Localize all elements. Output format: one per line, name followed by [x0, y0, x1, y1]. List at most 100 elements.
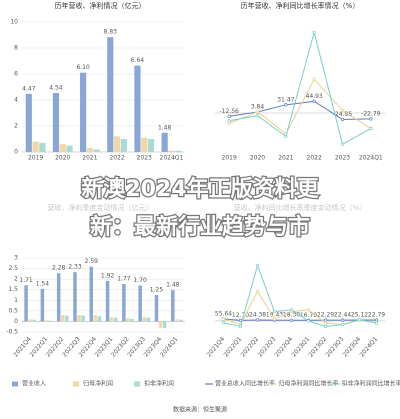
bar: [147, 139, 155, 152]
bar: [59, 144, 66, 152]
x-tick-label: 2023: [335, 155, 350, 162]
legend-label: 营业收入: [22, 380, 46, 388]
legend-label: 归母净利润: [83, 380, 113, 388]
banner-line: 新：最新行业趋势与市: [90, 214, 310, 240]
legend-swatch: [134, 381, 140, 387]
value-label: 1.48: [166, 282, 180, 289]
bar: [107, 37, 114, 152]
bar: [141, 137, 148, 152]
y-tick-label: 0: [14, 318, 18, 325]
bar: [28, 319, 32, 322]
bar: [86, 148, 94, 152]
value-label: 1.92: [101, 272, 115, 279]
x-tick-label: 2020: [250, 155, 265, 162]
point: [272, 317, 277, 321]
bar: [97, 316, 102, 322]
value-label: -22.79: [361, 110, 381, 117]
value-label: 2.28: [52, 265, 66, 272]
legend-label: 归母净利润同比增长率: [278, 380, 338, 388]
value-label: 44.93: [306, 93, 323, 100]
bar: [73, 272, 77, 322]
x-tick-label: 2021: [278, 155, 293, 162]
legend-swatch: [73, 381, 79, 387]
point: [255, 318, 260, 322]
value-label: -12.56: [219, 108, 239, 115]
x-tick-label: 2021: [82, 155, 97, 162]
point: [357, 318, 362, 322]
point: [255, 110, 260, 114]
value-label: 16.79: [300, 312, 317, 319]
point: [272, 310, 277, 314]
point: [312, 30, 316, 35]
point: [323, 321, 328, 325]
value-label: 4.47: [22, 85, 36, 92]
y-tick-label: 3: [14, 255, 18, 262]
bar: [56, 273, 61, 322]
point: [289, 308, 294, 312]
y-tick-label: 2: [14, 123, 18, 130]
bar: [138, 285, 142, 322]
bar: [142, 317, 146, 322]
legend-swatch: [12, 381, 18, 387]
bar: [81, 315, 85, 322]
value-label: 2.33: [68, 264, 82, 271]
value-label: 22.79: [368, 312, 385, 319]
bar: [48, 320, 53, 322]
bar: [65, 315, 69, 322]
bar: [80, 72, 87, 152]
bar: [130, 318, 134, 322]
value-label: 18.30: [283, 312, 300, 319]
y-tick-label: 8: [14, 45, 18, 52]
value-label: 22.29: [317, 312, 334, 319]
y-tick-label: 4: [14, 97, 18, 104]
point: [340, 142, 345, 146]
value-label: 4.54: [49, 84, 63, 91]
point: [369, 126, 373, 131]
point: [369, 117, 373, 121]
x-tick-label: 2019: [28, 155, 43, 162]
point: [323, 318, 328, 322]
bar: [105, 280, 110, 322]
bar: [32, 319, 36, 322]
bar: [113, 136, 121, 152]
bar: [109, 317, 114, 322]
point: [323, 324, 328, 329]
legend-label: 扣非净利润同比增长率: [342, 380, 400, 388]
bar: [52, 92, 60, 152]
bar: [134, 65, 141, 152]
line: [223, 263, 377, 328]
bar: [40, 288, 45, 322]
chart-title: 历年营收、净利情况（亿元）: [55, 1, 146, 10]
value-label: 2.59: [85, 258, 99, 265]
value-label: 8.83: [104, 29, 118, 36]
point: [227, 119, 231, 123]
value-label: 22.44: [334, 312, 351, 319]
point: [340, 117, 345, 122]
bar: [154, 295, 159, 322]
value-label: 1.54: [36, 280, 50, 287]
point: [284, 103, 288, 107]
bar: [89, 266, 94, 322]
point: [340, 108, 345, 113]
banner-line: 新澳2024年正版资料更: [81, 176, 319, 202]
bar: [122, 284, 126, 322]
value-label: 6.64: [131, 57, 145, 64]
value-label: -24.95: [333, 111, 353, 118]
bar: [158, 321, 163, 328]
point: [312, 77, 316, 81]
point: [289, 318, 294, 322]
legend-label: 营业总收入同比增长率: [215, 380, 275, 388]
y-tick-label: 2: [14, 276, 18, 283]
point: [306, 308, 311, 312]
point: [255, 113, 260, 118]
bar: [171, 290, 175, 322]
value-label: 24.38: [249, 311, 266, 318]
bar: [25, 93, 32, 152]
bar: [175, 319, 179, 322]
banner-band: [0, 166, 400, 250]
x-tick-label: 2023: [137, 155, 152, 162]
bar: [24, 285, 28, 322]
x-tick-label: 2022: [109, 155, 124, 162]
y-tick-label: 10: [10, 19, 18, 26]
point: [227, 114, 231, 118]
